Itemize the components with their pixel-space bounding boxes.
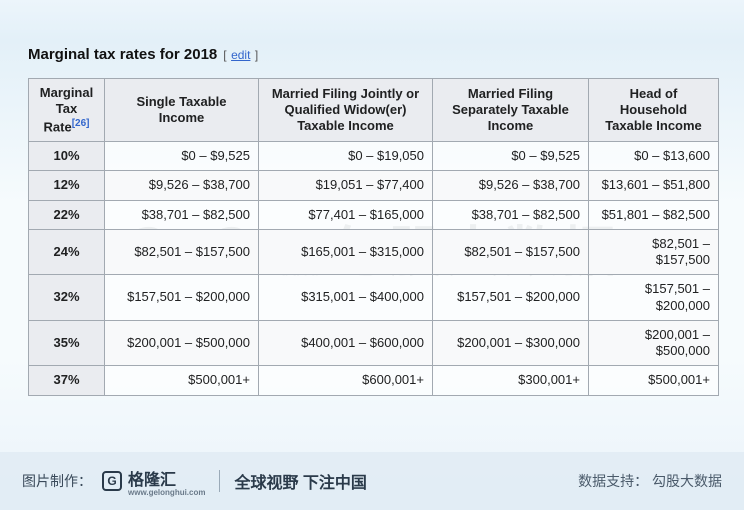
- cell-value: $38,701 – $82,500: [433, 200, 589, 229]
- cell-value: $82,501 – $157,500: [433, 229, 589, 275]
- cell-value: $500,001+: [589, 366, 719, 395]
- table-row: 10%$0 – $9,525$0 – $19,050$0 – $9,525$0 …: [29, 142, 719, 171]
- cell-rate: 10%: [29, 142, 105, 171]
- col-single: Single Taxable Income: [105, 79, 259, 142]
- table-header-row: Marginal Tax Rate[26] Single Taxable Inc…: [29, 79, 719, 142]
- cell-value: $157,501 – $200,000: [589, 275, 719, 321]
- cell-value: $0 – $13,600: [589, 142, 719, 171]
- cell-rate: 32%: [29, 275, 105, 321]
- col-rate: Marginal Tax Rate[26]: [29, 79, 105, 142]
- cell-value: $500,001+: [105, 366, 259, 395]
- cell-value: $157,501 – $200,000: [105, 275, 259, 321]
- cell-value: $13,601 – $51,800: [589, 171, 719, 200]
- cell-value: $82,501 – $157,500: [589, 229, 719, 275]
- brand-icon: G: [102, 471, 122, 491]
- cell-rate: 35%: [29, 320, 105, 366]
- title-bar: Marginal tax rates for 2018 [ edit ]: [28, 46, 716, 64]
- footer-bar: 图片制作： G 格隆汇 www.gelonghui.com 全球视野 下注中国 …: [0, 452, 744, 510]
- cell-rate: 24%: [29, 229, 105, 275]
- cell-rate: 22%: [29, 200, 105, 229]
- footer-left-label: 图片制作：: [22, 471, 92, 491]
- footer-divider: [219, 470, 220, 492]
- table-row: 12%$9,526 – $38,700$19,051 – $77,400$9,5…: [29, 171, 719, 200]
- cell-value: $200,001 – $500,000: [105, 320, 259, 366]
- cell-value: $165,001 – $315,000: [259, 229, 433, 275]
- brand-name: 格隆汇: [128, 472, 176, 489]
- edit-link[interactable]: edit: [231, 48, 250, 62]
- cell-value: $200,001 – $300,000: [433, 320, 589, 366]
- citation-26[interactable]: [26]: [72, 118, 90, 129]
- table-row: 37%$500,001+$600,001+$300,001+$500,001+: [29, 366, 719, 395]
- cell-value: $200,001 – $500,000: [589, 320, 719, 366]
- cell-value: $400,001 – $600,000: [259, 320, 433, 366]
- cell-value: $9,526 – $38,700: [433, 171, 589, 200]
- col-separate: Married Filing Separately Taxable Income: [433, 79, 589, 142]
- cell-value: $157,501 – $200,000: [433, 275, 589, 321]
- cell-value: $51,801 – $82,500: [589, 200, 719, 229]
- table-row: 22%$38,701 – $82,500$77,401 – $165,000$3…: [29, 200, 719, 229]
- col-joint: Married Filing Jointly or Qualified Wido…: [259, 79, 433, 142]
- brand-sub: www.gelonghui.com: [128, 489, 205, 497]
- cell-value: $600,001+: [259, 366, 433, 395]
- cell-value: $0 – $19,050: [259, 142, 433, 171]
- cell-value: $315,001 – $400,000: [259, 275, 433, 321]
- cell-value: $77,401 – $165,000: [259, 200, 433, 229]
- edit-link-wrapper: [ edit ]: [223, 46, 258, 64]
- cell-value: $0 – $9,525: [105, 142, 259, 171]
- table-row: 24%$82,501 – $157,500$165,001 – $315,000…: [29, 229, 719, 275]
- col-hoh: Head of Household Taxable Income: [589, 79, 719, 142]
- cell-rate: 12%: [29, 171, 105, 200]
- brand-logo: G 格隆汇 www.gelonghui.com: [102, 466, 205, 497]
- cell-value: $38,701 – $82,500: [105, 200, 259, 229]
- cell-rate: 37%: [29, 366, 105, 395]
- cell-value: $82,501 – $157,500: [105, 229, 259, 275]
- cell-value: $9,526 – $38,700: [105, 171, 259, 200]
- footer-slogan: 全球视野 下注中国: [234, 469, 366, 493]
- cell-value: $19,051 – $77,400: [259, 171, 433, 200]
- tax-table: Marginal Tax Rate[26] Single Taxable Inc…: [28, 78, 719, 396]
- table-row: 32%$157,501 – $200,000$315,001 – $400,00…: [29, 275, 719, 321]
- footer-right: 数据支持： 勾股大数据: [578, 471, 722, 491]
- table-row: 35%$200,001 – $500,000$400,001 – $600,00…: [29, 320, 719, 366]
- page-title: Marginal tax rates for 2018: [28, 46, 217, 63]
- cell-value: $0 – $9,525: [433, 142, 589, 171]
- cell-value: $300,001+: [433, 366, 589, 395]
